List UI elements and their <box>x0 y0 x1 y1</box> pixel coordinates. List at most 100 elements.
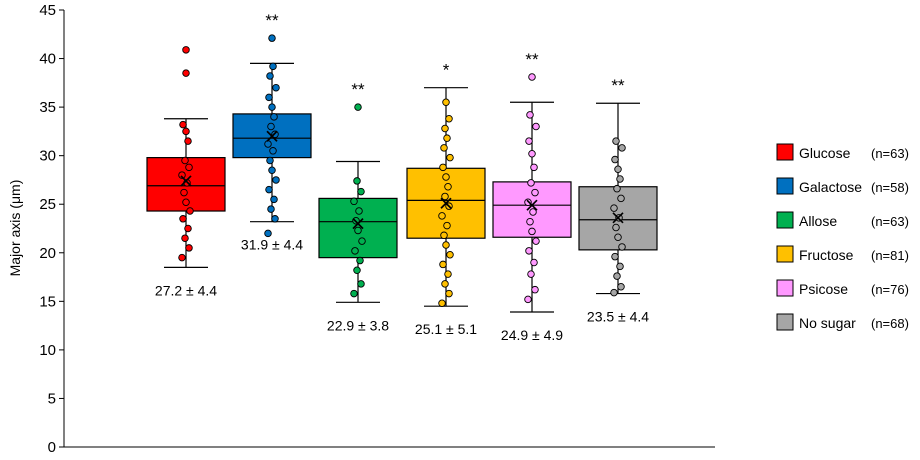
legend-item-fructose: Fructose (n=81) <box>776 245 909 263</box>
box-group-psicose: ** 24.9 ± 4.9 <box>492 50 572 343</box>
data-point <box>612 223 620 232</box>
legend-n-label: (n=81) <box>871 248 909 263</box>
data-point <box>613 272 621 280</box>
data-point <box>441 124 449 133</box>
summary-label: 27.2 ± 4.4 <box>155 282 217 298</box>
significance-label: ** <box>525 50 539 69</box>
data-point <box>185 244 193 252</box>
data-point <box>269 62 277 71</box>
box-group-glucose: 27.2 ± 4.4 <box>146 46 226 298</box>
data-point <box>445 289 453 298</box>
mean-marker <box>352 218 364 230</box>
summary-label: 22.9 ± 3.8 <box>327 317 389 333</box>
y-tick-label-30: 30 <box>39 148 56 165</box>
data-point <box>268 166 276 174</box>
axis-layer: Major axis (μm) <box>7 10 715 448</box>
legend-n-label: (n=76) <box>871 282 909 297</box>
data-point <box>353 177 361 185</box>
data-point <box>179 215 187 223</box>
data-point <box>618 243 626 251</box>
y-tick-label-20: 20 <box>39 245 56 262</box>
tick-layer: 0 5 10 15 20 25 30 35 40 45 <box>39 2 64 456</box>
data-point <box>182 198 190 207</box>
outlier-point <box>354 103 362 111</box>
data-point <box>269 147 277 155</box>
box-group-allose: ** 22.9 ± 3.8 <box>318 80 398 333</box>
significance-label: ** <box>611 76 625 95</box>
mean-marker <box>440 197 452 209</box>
data-point <box>532 122 540 131</box>
data-point <box>358 237 366 245</box>
legend-swatch <box>776 211 794 229</box>
data-point <box>272 176 280 184</box>
data-point <box>184 137 192 145</box>
data-point <box>441 192 449 201</box>
mean-marker <box>612 212 624 224</box>
significance-label: ** <box>351 80 365 99</box>
data-point <box>610 288 618 297</box>
y-tick-label-0: 0 <box>48 439 56 455</box>
legend-item-galactose: Galactose (n=58) <box>776 177 909 195</box>
data-point <box>525 137 533 145</box>
data-point <box>350 197 358 206</box>
summary-label: 23.5 ± 4.4 <box>587 309 649 325</box>
data-point <box>612 137 620 145</box>
data-point <box>268 103 276 111</box>
data-point <box>185 163 193 172</box>
data-point <box>611 252 619 261</box>
legend-label: Glucose <box>799 145 851 161</box>
legend-n-label: (n=63) <box>871 214 909 229</box>
y-tick-label-35: 35 <box>39 99 56 116</box>
legend-label: Galactose <box>799 179 862 195</box>
data-point <box>442 241 450 249</box>
data-point <box>264 229 272 238</box>
data-point <box>439 163 447 172</box>
y-tick-label-45: 45 <box>39 2 56 19</box>
data-point <box>618 144 626 152</box>
legend-n-label: (n=58) <box>871 180 909 195</box>
significance-label: ** <box>265 11 279 30</box>
data-point <box>271 215 279 223</box>
data-point <box>443 221 451 230</box>
data-point <box>355 207 363 215</box>
data-point <box>181 234 189 242</box>
legend-swatch <box>776 313 794 331</box>
data-point <box>528 227 536 236</box>
data-point <box>267 122 275 131</box>
data-point <box>531 188 539 197</box>
legend: Glucose (n=63) Galactose (n=58) Allose (n=63)… <box>776 143 909 331</box>
data-point <box>179 120 187 129</box>
significance-label: * <box>443 61 450 80</box>
data-point <box>178 171 186 179</box>
data-point <box>350 289 358 298</box>
data-point <box>616 262 624 271</box>
data-point <box>357 187 365 196</box>
data-point <box>530 163 538 172</box>
data-point <box>526 217 534 226</box>
legend-n-label: (n=68) <box>871 316 909 331</box>
data-point <box>525 247 533 255</box>
legend-swatch <box>776 143 794 161</box>
data-point <box>356 256 364 265</box>
legend-item-psicose: Psicose (n=76) <box>776 279 909 297</box>
data-point <box>445 115 453 123</box>
data-point <box>527 179 535 187</box>
data-point <box>530 258 538 267</box>
series-layer: 27.2 ± 4.4 ** 31.9 ± 4.4 ** 22.9 ± 3.8 * 25.1 … <box>146 11 658 343</box>
data-point <box>272 83 280 92</box>
data-point <box>181 156 189 165</box>
data-point <box>440 231 448 240</box>
data-point <box>351 247 359 255</box>
data-point <box>266 156 274 165</box>
legend-item-no-sugar: No sugar (n=68) <box>776 313 909 331</box>
data-point <box>443 134 451 142</box>
data-point <box>265 93 273 102</box>
data-point <box>616 175 624 183</box>
legend-swatch <box>776 177 794 195</box>
data-point <box>529 208 537 216</box>
data-point <box>354 226 362 235</box>
data-point <box>528 149 536 158</box>
outlier-point <box>182 69 190 77</box>
data-point <box>442 98 450 107</box>
